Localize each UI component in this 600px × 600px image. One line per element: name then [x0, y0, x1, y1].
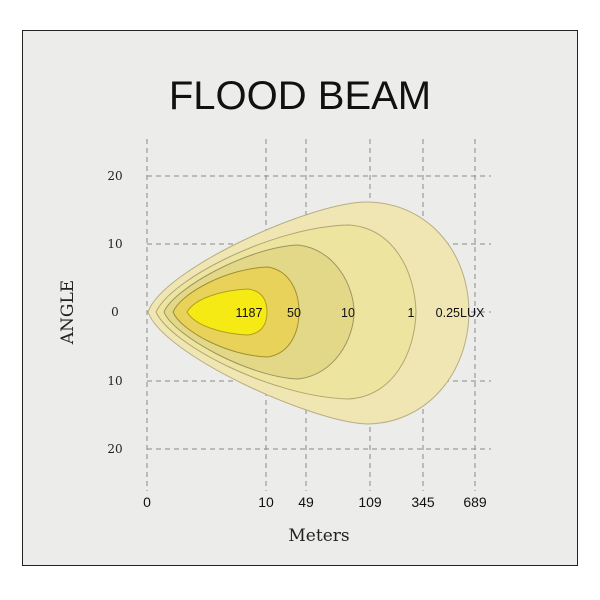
y-tick-20-top: 20 — [107, 169, 122, 183]
flood-beam-chart: FLOOD BEAM 1187 50 10 — [58, 74, 491, 546]
label-1: 1 — [408, 306, 415, 320]
x-axis-ticks: 0 10 49 109 345 689 — [143, 494, 487, 510]
x-tick-0: 0 — [143, 494, 151, 510]
x-tick-10: 10 — [258, 494, 274, 510]
y-tick-10-top: 10 — [107, 237, 122, 251]
y-tick-10-bottom: 10 — [107, 374, 122, 388]
contour-labels: 1187 50 10 1 0.25LUX — [236, 306, 485, 320]
chart-frame: FLOOD BEAM 1187 50 10 — [22, 30, 578, 566]
x-tick-689: 689 — [463, 494, 487, 510]
label-1187: 1187 — [236, 306, 263, 320]
label-0.25lux: 0.25LUX — [436, 306, 485, 320]
y-axis-label: ANGLE — [58, 280, 78, 345]
y-tick-0: 0 — [111, 305, 119, 319]
x-axis-label: Meters — [288, 526, 349, 546]
label-10: 10 — [341, 306, 355, 320]
x-tick-49: 49 — [298, 494, 314, 510]
y-tick-20-bottom: 20 — [107, 442, 122, 456]
label-50: 50 — [287, 306, 301, 320]
x-tick-109: 109 — [358, 494, 382, 510]
lux-contours — [147, 201, 470, 425]
x-tick-345: 345 — [411, 494, 435, 510]
chart-title: FLOOD BEAM — [169, 74, 431, 118]
contour-1187lux — [186, 288, 268, 336]
y-axis-ticks: 20 10 0 10 20 — [107, 169, 122, 456]
